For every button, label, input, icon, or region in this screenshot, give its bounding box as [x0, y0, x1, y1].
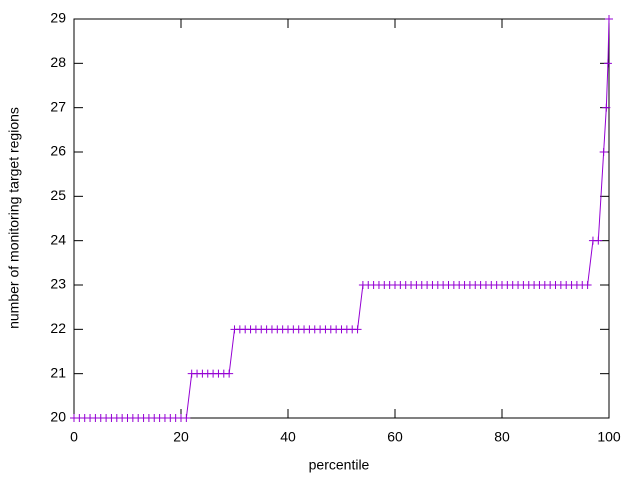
y-tick-label: 20 — [50, 409, 66, 425]
data-point — [594, 236, 603, 245]
data-point — [353, 325, 362, 334]
y-tick-label: 21 — [50, 364, 66, 380]
y-tick-label: 24 — [50, 231, 66, 247]
y-tick-label: 28 — [50, 54, 66, 70]
y-tick-label: 27 — [50, 98, 66, 114]
data-line — [74, 18, 610, 419]
y-tick-label: 26 — [50, 143, 66, 159]
plot-border — [73, 18, 610, 419]
data-point — [583, 281, 592, 289]
x-tick-label: 20 — [173, 429, 189, 445]
x-tick-label: 0 — [70, 429, 78, 445]
y-tick-label: 25 — [50, 187, 66, 203]
y-axis-label: number of monitoring target regions — [6, 107, 22, 329]
x-tick-label: 40 — [280, 429, 296, 445]
data-point — [605, 15, 613, 23]
data-point — [603, 59, 612, 68]
x-axis-label: percentile — [309, 457, 370, 473]
y-tick-label: 22 — [50, 320, 66, 336]
data-point — [225, 369, 234, 378]
y-tick-label: 23 — [50, 276, 66, 292]
data-point — [602, 103, 611, 112]
data-point — [182, 414, 191, 422]
x-tick-label: 80 — [494, 429, 510, 445]
y-tick-label: 29 — [50, 10, 66, 26]
x-tick-label: 100 — [597, 429, 621, 445]
data-point — [599, 148, 608, 156]
x-tick-label: 60 — [387, 429, 403, 445]
